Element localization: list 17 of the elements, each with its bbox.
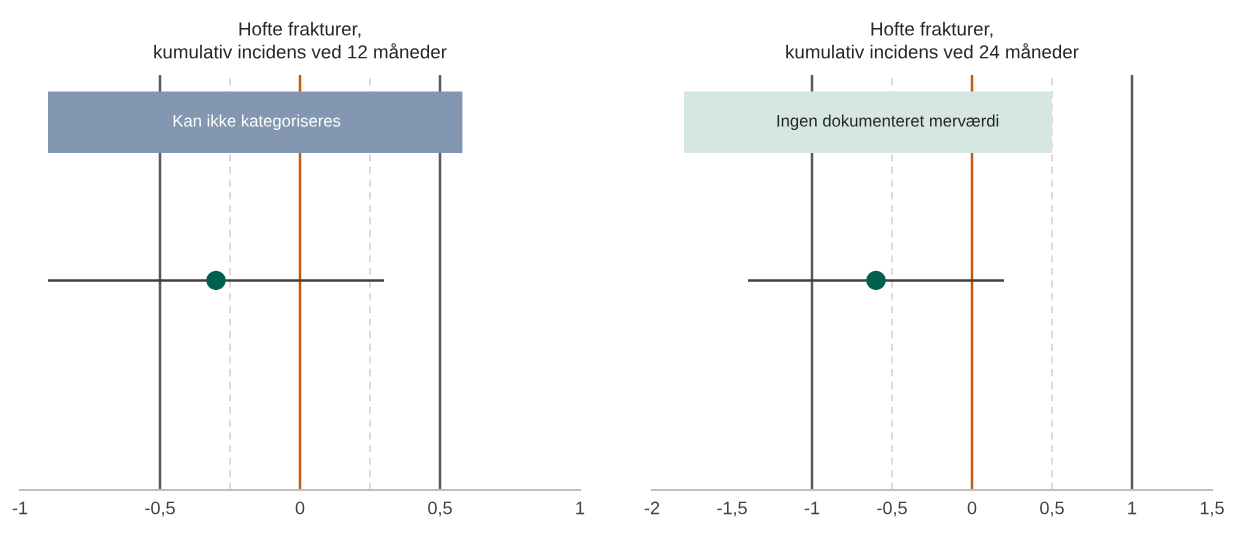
chart-title: Hofte frakturer, kumulativ incidens ved 24 måneder — [786, 21, 1079, 59]
chart-title: Hofte frakturer, kumulativ incidens ved 12 måneder — [154, 21, 447, 59]
x-tick-label: 1 — [576, 501, 585, 515]
x-tick-label: -0,5 — [145, 501, 175, 517]
x-tick-label: 0,5 — [1040, 501, 1064, 517]
x-tick-label: 0 — [967, 501, 977, 515]
x-tick-label: -1 — [12, 501, 28, 515]
x-tick-label: 0 — [295, 501, 305, 515]
x-tick-label: -0,5 — [877, 501, 907, 517]
band-label: Kan ikke kategoriseres — [173, 114, 341, 131]
x-tick-label: 1 — [1128, 501, 1137, 515]
x-tick-label: 0,5 — [428, 501, 452, 517]
band-label: Ingen dokumenteret merværdi — [777, 114, 999, 131]
x-tick-label: -1,5 — [717, 501, 747, 517]
x-tick-label: -2 — [644, 501, 660, 515]
x-tick-label: 1,5 — [1200, 501, 1224, 517]
x-tick-label: -1 — [804, 501, 820, 515]
